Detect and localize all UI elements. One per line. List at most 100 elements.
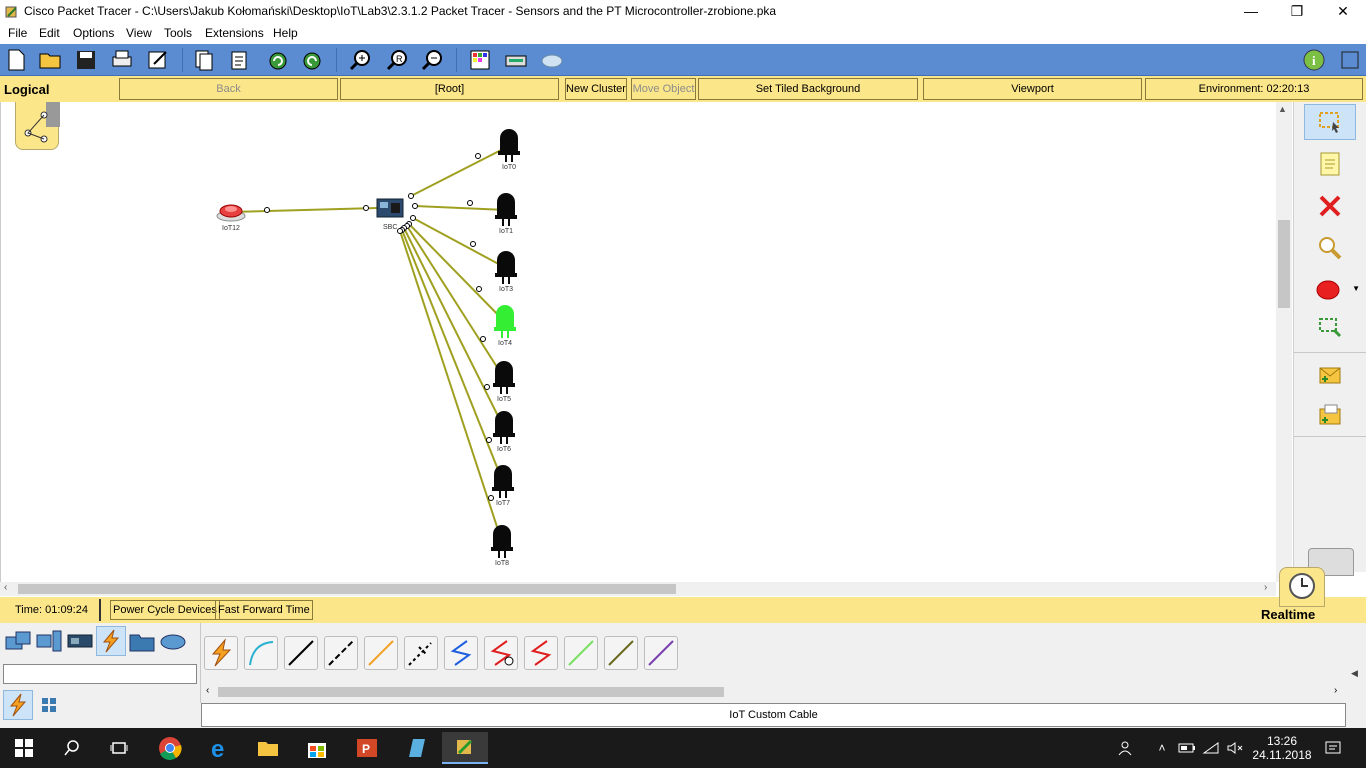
resize-shape-tool[interactable] — [1304, 310, 1356, 346]
show-hidden-icons-icon[interactable]: ˄ — [1158, 741, 1166, 755]
inspect-tool[interactable] — [1304, 230, 1356, 266]
move-object-button[interactable]: Move Object — [631, 78, 696, 100]
octal-cable-button[interactable] — [564, 636, 598, 670]
phone-cable-button[interactable] — [404, 636, 438, 670]
custom-devices-icon[interactable] — [504, 48, 528, 72]
components-category[interactable] — [65, 626, 95, 656]
simulation-tab[interactable] — [1308, 548, 1354, 576]
volume-muted-icon[interactable] — [1224, 728, 1246, 768]
minimize-button[interactable]: — — [1244, 3, 1258, 19]
scroll-left-icon[interactable]: ‹ — [4, 582, 8, 593]
search-button[interactable] — [56, 732, 88, 764]
fast-forward-time-button[interactable]: Fast Forward Time — [215, 600, 313, 620]
open-folder-icon[interactable] — [38, 48, 62, 72]
copy-icon[interactable] — [192, 48, 216, 72]
cable-list-scroll-thumb[interactable] — [218, 687, 724, 697]
iot-cable[interactable] — [403, 227, 505, 429]
console-cable-button[interactable] — [244, 636, 278, 670]
file-explorer-taskbar-button[interactable] — [252, 732, 284, 764]
people-icon[interactable] — [1114, 728, 1140, 768]
select-tool[interactable] — [1304, 104, 1356, 140]
scroll-right-icon[interactable]: › — [1334, 685, 1338, 696]
horizontal-scroll-thumb[interactable] — [18, 584, 676, 594]
action-center-icon[interactable] — [1320, 728, 1346, 768]
connections-subtype[interactable] — [3, 690, 33, 720]
notes-taskbar-button[interactable] — [400, 732, 432, 764]
packet-tracer-taskbar-button[interactable] — [442, 732, 488, 764]
environment-button[interactable]: Environment: 02:20:13 — [1145, 78, 1363, 100]
powerpoint-taskbar-button[interactable]: P — [351, 732, 383, 764]
serial-dce-cable-button[interactable] — [484, 636, 518, 670]
add-complex-pdu-tool[interactable] — [1304, 398, 1356, 434]
store-taskbar-button[interactable] — [301, 732, 333, 764]
undo-icon[interactable] — [266, 48, 290, 72]
led-iot1[interactable] — [495, 193, 517, 226]
activity-wizard-icon[interactable] — [146, 48, 170, 72]
place-note-tool[interactable] — [1304, 146, 1356, 182]
zoom-out-icon[interactable] — [420, 48, 444, 72]
delete-tool[interactable] — [1304, 188, 1356, 224]
cable-list-scrollbar[interactable]: ‹ › — [202, 685, 1346, 699]
collapse-panel-icon[interactable]: ◀ — [1351, 668, 1358, 678]
coaxial-cable-button[interactable] — [444, 636, 478, 670]
crossover-cable-button[interactable] — [324, 636, 358, 670]
scroll-right-icon[interactable]: › — [1264, 582, 1268, 593]
print-icon[interactable] — [110, 48, 134, 72]
iot-custom-cable-button[interactable] — [604, 636, 638, 670]
led-iot8[interactable] — [491, 525, 513, 558]
sbc-device[interactable] — [376, 198, 404, 218]
menu-view[interactable]: View — [126, 26, 152, 40]
iot-cable[interactable] — [414, 205, 507, 211]
serial-dte-cable-button[interactable] — [524, 636, 558, 670]
iot-cable[interactable] — [410, 145, 510, 197]
network-info-icon[interactable] — [1338, 48, 1362, 72]
task-view-button[interactable] — [103, 732, 135, 764]
palette-icon[interactable] — [468, 48, 492, 72]
save-icon[interactable] — [74, 48, 98, 72]
miscellaneous-category[interactable] — [127, 626, 157, 656]
cloud-icon[interactable] — [540, 48, 564, 72]
zoom-reset-icon[interactable]: R — [385, 48, 409, 72]
close-button[interactable]: ✕ — [1337, 3, 1349, 19]
device-search-field[interactable] — [3, 664, 197, 684]
root-button[interactable]: [Root] — [340, 78, 559, 100]
vertical-scroll-thumb[interactable] — [1278, 220, 1290, 308]
iot12-device[interactable] — [216, 204, 246, 222]
scroll-up-icon[interactable]: ▲ — [1278, 104, 1287, 114]
new-file-icon[interactable] — [4, 48, 28, 72]
automatic-cable-button[interactable] — [204, 636, 238, 670]
led-iot6[interactable] — [493, 411, 515, 444]
menu-extensions[interactable]: Extensions — [205, 26, 264, 40]
realtime-tab[interactable] — [1279, 567, 1325, 607]
grid-view-toggle[interactable] — [38, 694, 60, 716]
logical-workspace[interactable]: IoT12 SBC IoT0 IoT1 IoT3 IoT4 IoT5 IoT6 IoT7 IoT8 — [0, 102, 1276, 582]
viewport-button[interactable]: Viewport — [923, 78, 1142, 100]
taskbar-clock[interactable]: 13:26 24.11.2018 — [1250, 728, 1314, 768]
fiber-cable-button[interactable] — [364, 636, 398, 670]
set-tiled-background-button[interactable]: Set Tiled Background — [698, 78, 918, 100]
led-iot0[interactable] — [498, 129, 520, 162]
add-simple-pdu-tool[interactable] — [1304, 358, 1356, 394]
led-iot3[interactable] — [495, 251, 517, 284]
vertical-scrollbar[interactable]: ▲ ▼ — [1276, 102, 1292, 582]
draw-shape-tool[interactable]: ▼ — [1304, 272, 1360, 308]
start-button[interactable] — [8, 732, 40, 764]
logical-mode-label[interactable]: Logical — [4, 82, 50, 97]
horizontal-scrollbar[interactable]: ‹ › — [0, 582, 1276, 596]
iot-cable[interactable] — [399, 230, 503, 543]
menu-options[interactable]: Options — [73, 26, 115, 40]
topology-canvas[interactable]: IoT12 SBC IoT0 IoT1 IoT3 IoT4 IoT5 IoT6 IoT7 IoT8 — [1, 102, 1276, 582]
new-cluster-button[interactable]: New Cluster — [565, 78, 627, 100]
restore-button[interactable]: ❐ — [1290, 3, 1304, 19]
paste-icon[interactable] — [228, 48, 252, 72]
menu-edit[interactable]: Edit — [39, 26, 60, 40]
iot-cable[interactable] — [412, 217, 507, 269]
zoom-in-icon[interactable] — [348, 48, 372, 72]
straight-through-cable-button[interactable] — [284, 636, 318, 670]
back-button[interactable]: Back — [119, 78, 338, 100]
menu-file[interactable]: File — [8, 26, 28, 40]
iot-cable[interactable] — [408, 223, 506, 323]
iot-cable[interactable] — [230, 207, 378, 213]
scroll-left-icon[interactable]: ‹ — [206, 685, 210, 696]
connections-category[interactable] — [96, 626, 126, 656]
